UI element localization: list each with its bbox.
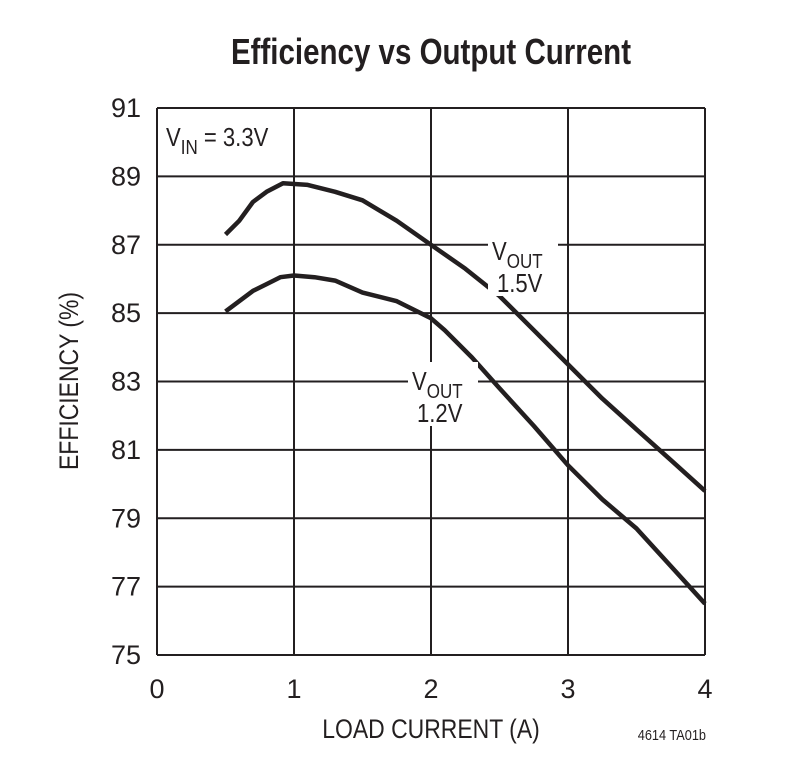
curves: [223, 180, 707, 606]
chart-title: Efficiency vs Output Current: [231, 31, 631, 71]
series-2-label: VOUT 1.2V: [408, 362, 478, 428]
y-tick-label: 89: [111, 161, 141, 191]
y-tick-label: 85: [111, 298, 141, 328]
svg-text:VOUT: VOUT: [412, 367, 463, 402]
svg-text:VOUT: VOUT: [492, 237, 543, 272]
x-tick-label: 2: [423, 674, 438, 704]
x-tick-label: 0: [149, 674, 164, 704]
y-tick-label: 91: [111, 93, 141, 123]
svg-text:1.5V: 1.5V: [497, 269, 542, 298]
x-tick-label: 3: [560, 674, 575, 704]
y-tick-label: 75: [111, 640, 141, 670]
tick-labels: 0 1 2 3 4 75 77 79 81 83 85 87 89 91: [111, 93, 713, 704]
svg-text:VIN = 3.3V: VIN = 3.3V: [166, 123, 268, 158]
x-tick-label: 4: [697, 674, 712, 704]
vin-annotation: VIN = 3.3V: [162, 116, 292, 158]
y-tick-label: 81: [111, 435, 141, 465]
grid: [156, 107, 706, 656]
footnote: 4614 TA01b: [638, 726, 706, 743]
x-tick-label: 1: [286, 674, 301, 704]
y-tick-label: 87: [111, 230, 141, 260]
y-tick-label: 77: [111, 572, 141, 602]
y-tick-label: 83: [111, 367, 141, 397]
x-axis-label: LOAD CURRENT (A): [322, 714, 540, 744]
svg-text:1.2V: 1.2V: [417, 399, 462, 428]
series-1-label: VOUT 1.5V: [488, 232, 558, 298]
series-line-2: [224, 273, 707, 606]
series-line-1: [223, 180, 707, 493]
y-tick-label: 79: [111, 503, 141, 533]
y-axis-label: EFFICIENCY (%): [54, 292, 84, 470]
